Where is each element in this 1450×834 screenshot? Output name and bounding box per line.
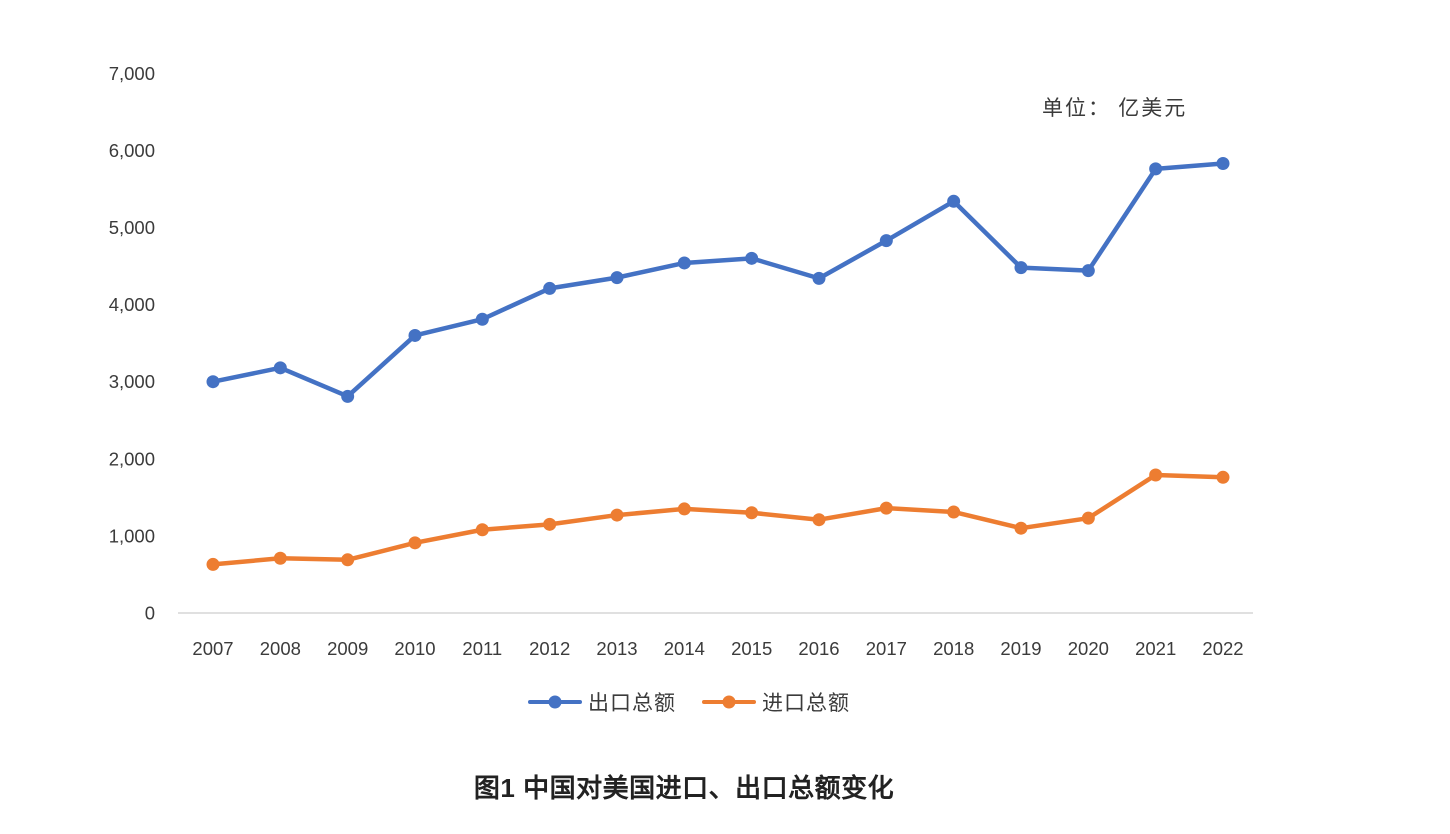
legend-item-export: 出口总额 xyxy=(528,687,676,717)
x-axis-tick-label: 2007 xyxy=(192,638,233,659)
x-axis-tick-label: 2008 xyxy=(260,638,301,659)
x-axis-tick-label: 2017 xyxy=(866,638,907,659)
export-data-point xyxy=(745,251,759,265)
y-axis-tick-label: 2,000 xyxy=(109,448,155,469)
legend-item-import: 进口总额 xyxy=(702,687,850,717)
import-series-line xyxy=(210,472,1226,567)
y-axis-tick-label: 5,000 xyxy=(109,217,155,238)
import-data-point xyxy=(1081,511,1095,525)
export-data-point xyxy=(543,281,557,295)
x-axis-tick-label: 2021 xyxy=(1135,638,1176,659)
import-data-point xyxy=(206,557,220,571)
import-data-point xyxy=(745,506,759,520)
x-axis-tick-label: 2020 xyxy=(1068,638,1109,659)
x-axis-tick-label: 2009 xyxy=(327,638,368,659)
import-series-marker-icon xyxy=(702,695,756,709)
export-data-point xyxy=(947,194,961,208)
x-axis-tick-label: 2018 xyxy=(933,638,974,659)
y-axis-tick-label: 7,000 xyxy=(109,63,155,84)
export-data-point xyxy=(206,375,220,389)
export-data-point xyxy=(475,312,489,326)
x-axis-tick-label: 2022 xyxy=(1202,638,1243,659)
y-axis-tick-label: 3,000 xyxy=(109,371,155,392)
import-data-point xyxy=(408,536,422,550)
legend-label-import: 进口总额 xyxy=(762,692,850,715)
export-data-point xyxy=(341,389,355,403)
x-axis-tick-label: 2015 xyxy=(731,638,772,659)
y-axis-tick-label: 4,000 xyxy=(109,294,155,315)
export-data-point xyxy=(879,234,893,248)
import-data-point xyxy=(1216,470,1230,484)
import-data-point xyxy=(879,501,893,515)
y-axis-tick-label: 0 xyxy=(145,603,155,624)
x-axis-tick-label: 2019 xyxy=(1000,638,1041,659)
export-data-point xyxy=(1149,162,1163,176)
export-series-line xyxy=(210,161,1226,399)
export-data-point xyxy=(1216,157,1230,171)
export-series-marker-icon xyxy=(528,695,582,709)
x-axis-tick-label: 2011 xyxy=(462,638,502,659)
import-data-point xyxy=(947,505,961,519)
export-data-point xyxy=(408,328,422,342)
legend-label-export: 出口总额 xyxy=(588,692,676,715)
line-chart-canvas: 0 1,000 2,000 3,000 4,000 5,000 6,000 7,000 2007… xyxy=(109,63,1253,659)
chart-legend: 出口总额 进口总额 xyxy=(0,687,1450,717)
import-data-point xyxy=(1014,521,1028,535)
y-axis-tick-label: 6,000 xyxy=(109,140,155,161)
import-data-point xyxy=(273,551,287,565)
import-data-point xyxy=(1149,468,1163,482)
import-data-point xyxy=(341,553,355,567)
export-data-point xyxy=(273,361,287,375)
figure-caption: 图1 中国对美国进口、出口总额变化 xyxy=(473,773,895,803)
import-data-point xyxy=(677,502,691,516)
export-data-point xyxy=(677,256,691,270)
import-data-point xyxy=(543,517,557,531)
y-axis-tick-label: 1,000 xyxy=(109,525,155,546)
import-data-point xyxy=(475,523,489,537)
export-data-point xyxy=(812,271,826,285)
export-data-point xyxy=(610,271,624,285)
x-axis-tick-label: 2012 xyxy=(529,638,570,659)
unit-label: 单位： 亿美元 xyxy=(1042,96,1188,120)
import-data-point xyxy=(610,508,624,522)
x-axis-tick-label: 2010 xyxy=(394,638,435,659)
x-axis-tick-label: 2016 xyxy=(798,638,839,659)
x-axis-tick-label: 2014 xyxy=(664,638,705,659)
import-data-point xyxy=(812,513,826,527)
export-data-point xyxy=(1014,261,1028,275)
export-data-point xyxy=(1081,264,1095,278)
x-axis-tick-label: 2013 xyxy=(596,638,637,659)
